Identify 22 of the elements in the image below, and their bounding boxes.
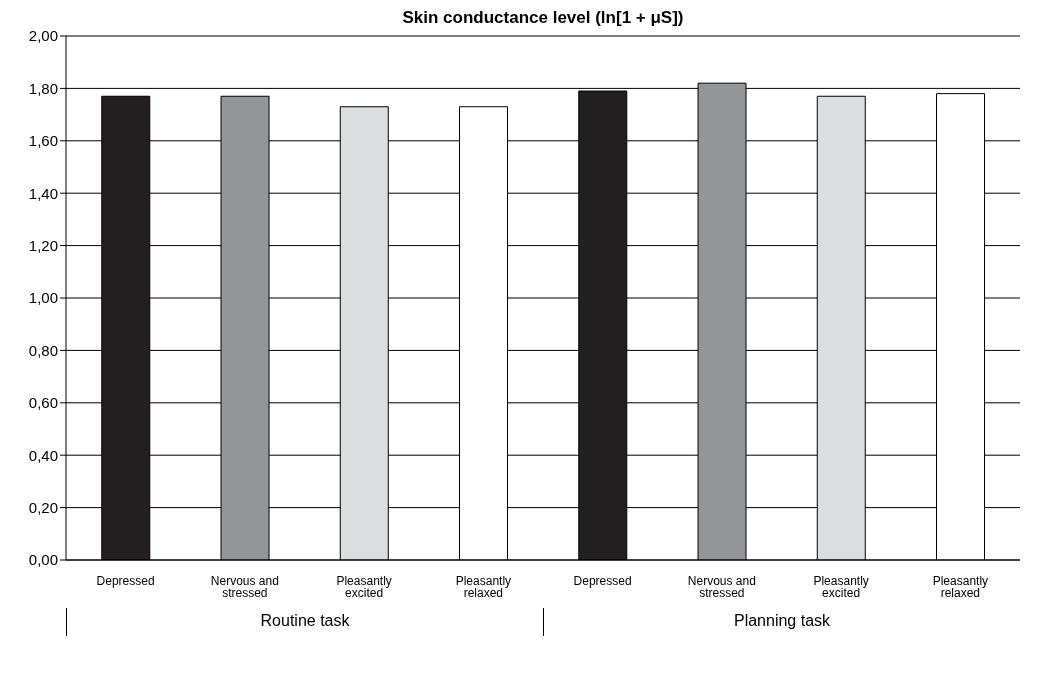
- y-tick-label: 2,00: [28, 27, 58, 45]
- y-tick-label: 0,80: [28, 341, 58, 359]
- x-tick-label: Pleasantly excited: [336, 573, 392, 600]
- x-tick-label: Nervous and stressed: [687, 573, 756, 600]
- y-tick-label: 0,40: [28, 446, 58, 464]
- y-tick-label: 1,80: [28, 79, 58, 97]
- y-tick-label: 1,20: [28, 236, 58, 254]
- text: Planning task: [543, 608, 1020, 636]
- y-tick-label: 0,00: [28, 551, 58, 569]
- x-tick-label: Pleasantly relaxed: [455, 573, 512, 600]
- y-tick-label: 1,40: [28, 184, 58, 202]
- y-tick-label: 0,60: [28, 394, 58, 412]
- x-tick-label: Pleasantly excited: [813, 573, 869, 600]
- x-tick-label: Depressed: [573, 573, 632, 588]
- x-tick-label: Depressed: [96, 573, 155, 588]
- y-tick-label: 0,20: [28, 498, 58, 516]
- y-tick-label: 1,60: [28, 132, 58, 150]
- text: Routine task: [66, 608, 543, 636]
- chart-title: Skin conductance level (ln[1 + μS]): [401, 8, 685, 28]
- y-tick-label: 1,00: [28, 289, 58, 307]
- x-tick-label: Pleasantly relaxed: [932, 573, 989, 600]
- x-tick-label: Nervous and stressed: [210, 573, 279, 600]
